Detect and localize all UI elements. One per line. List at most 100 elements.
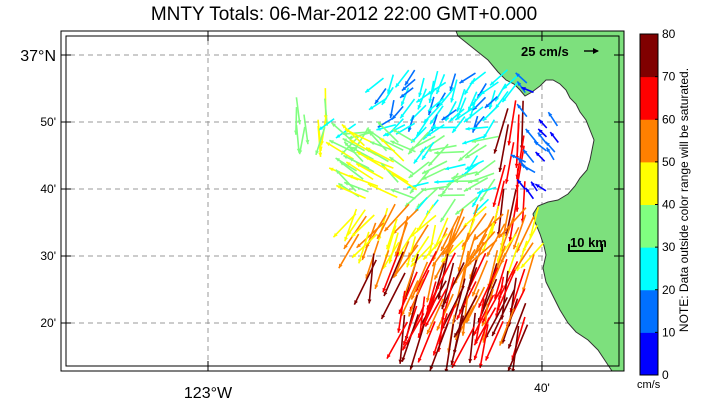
current-vector (433, 244, 454, 280)
current-vector (498, 308, 515, 346)
current-vector (521, 86, 534, 94)
current-vector (510, 154, 526, 163)
colorbar: 0 10 20 30 40 50 60 70 80 cm/s (637, 27, 676, 391)
current-vector (376, 123, 397, 131)
y-tick-label: 37°N (20, 48, 56, 65)
colorbar-band (640, 161, 658, 205)
current-vector (507, 324, 529, 371)
current-vector (346, 209, 366, 236)
current-vector (400, 87, 410, 107)
current-vector (348, 174, 379, 188)
colorbar-band (640, 204, 658, 248)
y-tick-label: 50' (40, 115, 56, 129)
current-vector (422, 185, 448, 192)
current-vector (355, 162, 384, 180)
current-vector (464, 159, 485, 171)
current-vector (440, 215, 460, 252)
current-vector (343, 181, 369, 193)
current-vector (444, 100, 457, 122)
current-vector (339, 160, 364, 180)
current-vector (444, 163, 466, 171)
current-vector (516, 80, 526, 93)
current-vector (439, 198, 456, 223)
current-vector (498, 124, 510, 173)
current-vector (383, 203, 410, 232)
current-vector (464, 144, 487, 159)
current-vector (367, 253, 375, 304)
current-vector (364, 77, 384, 94)
current-vector (418, 77, 425, 98)
current-vector (417, 321, 436, 363)
current-vector (303, 114, 310, 145)
current-vector (437, 193, 465, 198)
current-vector (335, 123, 357, 139)
current-vector (498, 207, 527, 239)
y-tick-label: 20' (40, 316, 56, 330)
y-tick-label: 40' (40, 182, 56, 196)
current-vector (398, 314, 406, 364)
current-vector (516, 178, 527, 190)
current-vector (459, 72, 476, 84)
current-vector (515, 72, 528, 84)
current-vector (356, 222, 385, 249)
x-tick-label: 123°W (184, 385, 233, 402)
colorbar-bands (640, 34, 658, 376)
current-vector (549, 131, 559, 143)
colorbar-tick-label: 30 (662, 240, 676, 254)
colorbar-band (640, 332, 658, 376)
scale-arrow-head (593, 48, 599, 54)
current-vector (482, 105, 499, 122)
colorbar-note: NOTE: Data outside color range will be s… (677, 67, 691, 333)
current-vector (351, 233, 378, 259)
current-vector (389, 99, 395, 119)
current-vector (432, 313, 448, 356)
current-vector (350, 214, 375, 238)
current-vector (318, 118, 335, 131)
current-vector (383, 251, 404, 297)
current-vector (463, 77, 476, 96)
colorbar-tick-label: 50 (662, 155, 676, 169)
current-vector (410, 242, 434, 268)
current-vector (388, 232, 399, 264)
map-title: MNTY Totals: 06-Mar-2012 22:00 GMT+0.000 (150, 4, 538, 25)
current-vector (537, 132, 548, 145)
colorbar-tick-label: 40 (662, 198, 676, 212)
current-vector (516, 103, 528, 118)
current-vector (463, 177, 489, 192)
current-vector (332, 213, 357, 238)
current-vector (473, 307, 497, 346)
colorbar-tick-label: 70 (662, 70, 676, 84)
colorbar-band (640, 34, 658, 78)
distance-scale-bar: 10 km (568, 235, 607, 252)
current-vector (484, 96, 498, 109)
current-vector (465, 126, 489, 131)
current-vector (329, 139, 357, 155)
current-vector (353, 259, 377, 305)
current-vector (493, 108, 509, 154)
current-vector (442, 262, 465, 306)
current-vector (545, 147, 555, 161)
current-vector (448, 108, 465, 122)
current-vector (451, 171, 478, 180)
current-vector (427, 97, 445, 112)
colorbar-band (640, 119, 658, 163)
current-vector (407, 115, 415, 133)
current-vector (390, 140, 416, 153)
current-vector (335, 169, 357, 192)
current-vector (462, 135, 485, 145)
current-vector (454, 105, 476, 121)
current-vector (454, 196, 478, 216)
current-vector (344, 128, 375, 145)
current-vector (408, 161, 430, 179)
colorbar-band (640, 76, 658, 120)
current-vector (431, 125, 456, 130)
current-vector (515, 216, 535, 253)
current-vector (424, 288, 448, 327)
current-vector (368, 97, 388, 111)
current-vector (399, 87, 414, 99)
current-vector (404, 69, 416, 86)
current-vector (504, 142, 515, 184)
current-vector (515, 168, 520, 212)
scale-bar-label: 10 km (570, 235, 607, 250)
colorbar-unit: cm/s (637, 379, 661, 391)
